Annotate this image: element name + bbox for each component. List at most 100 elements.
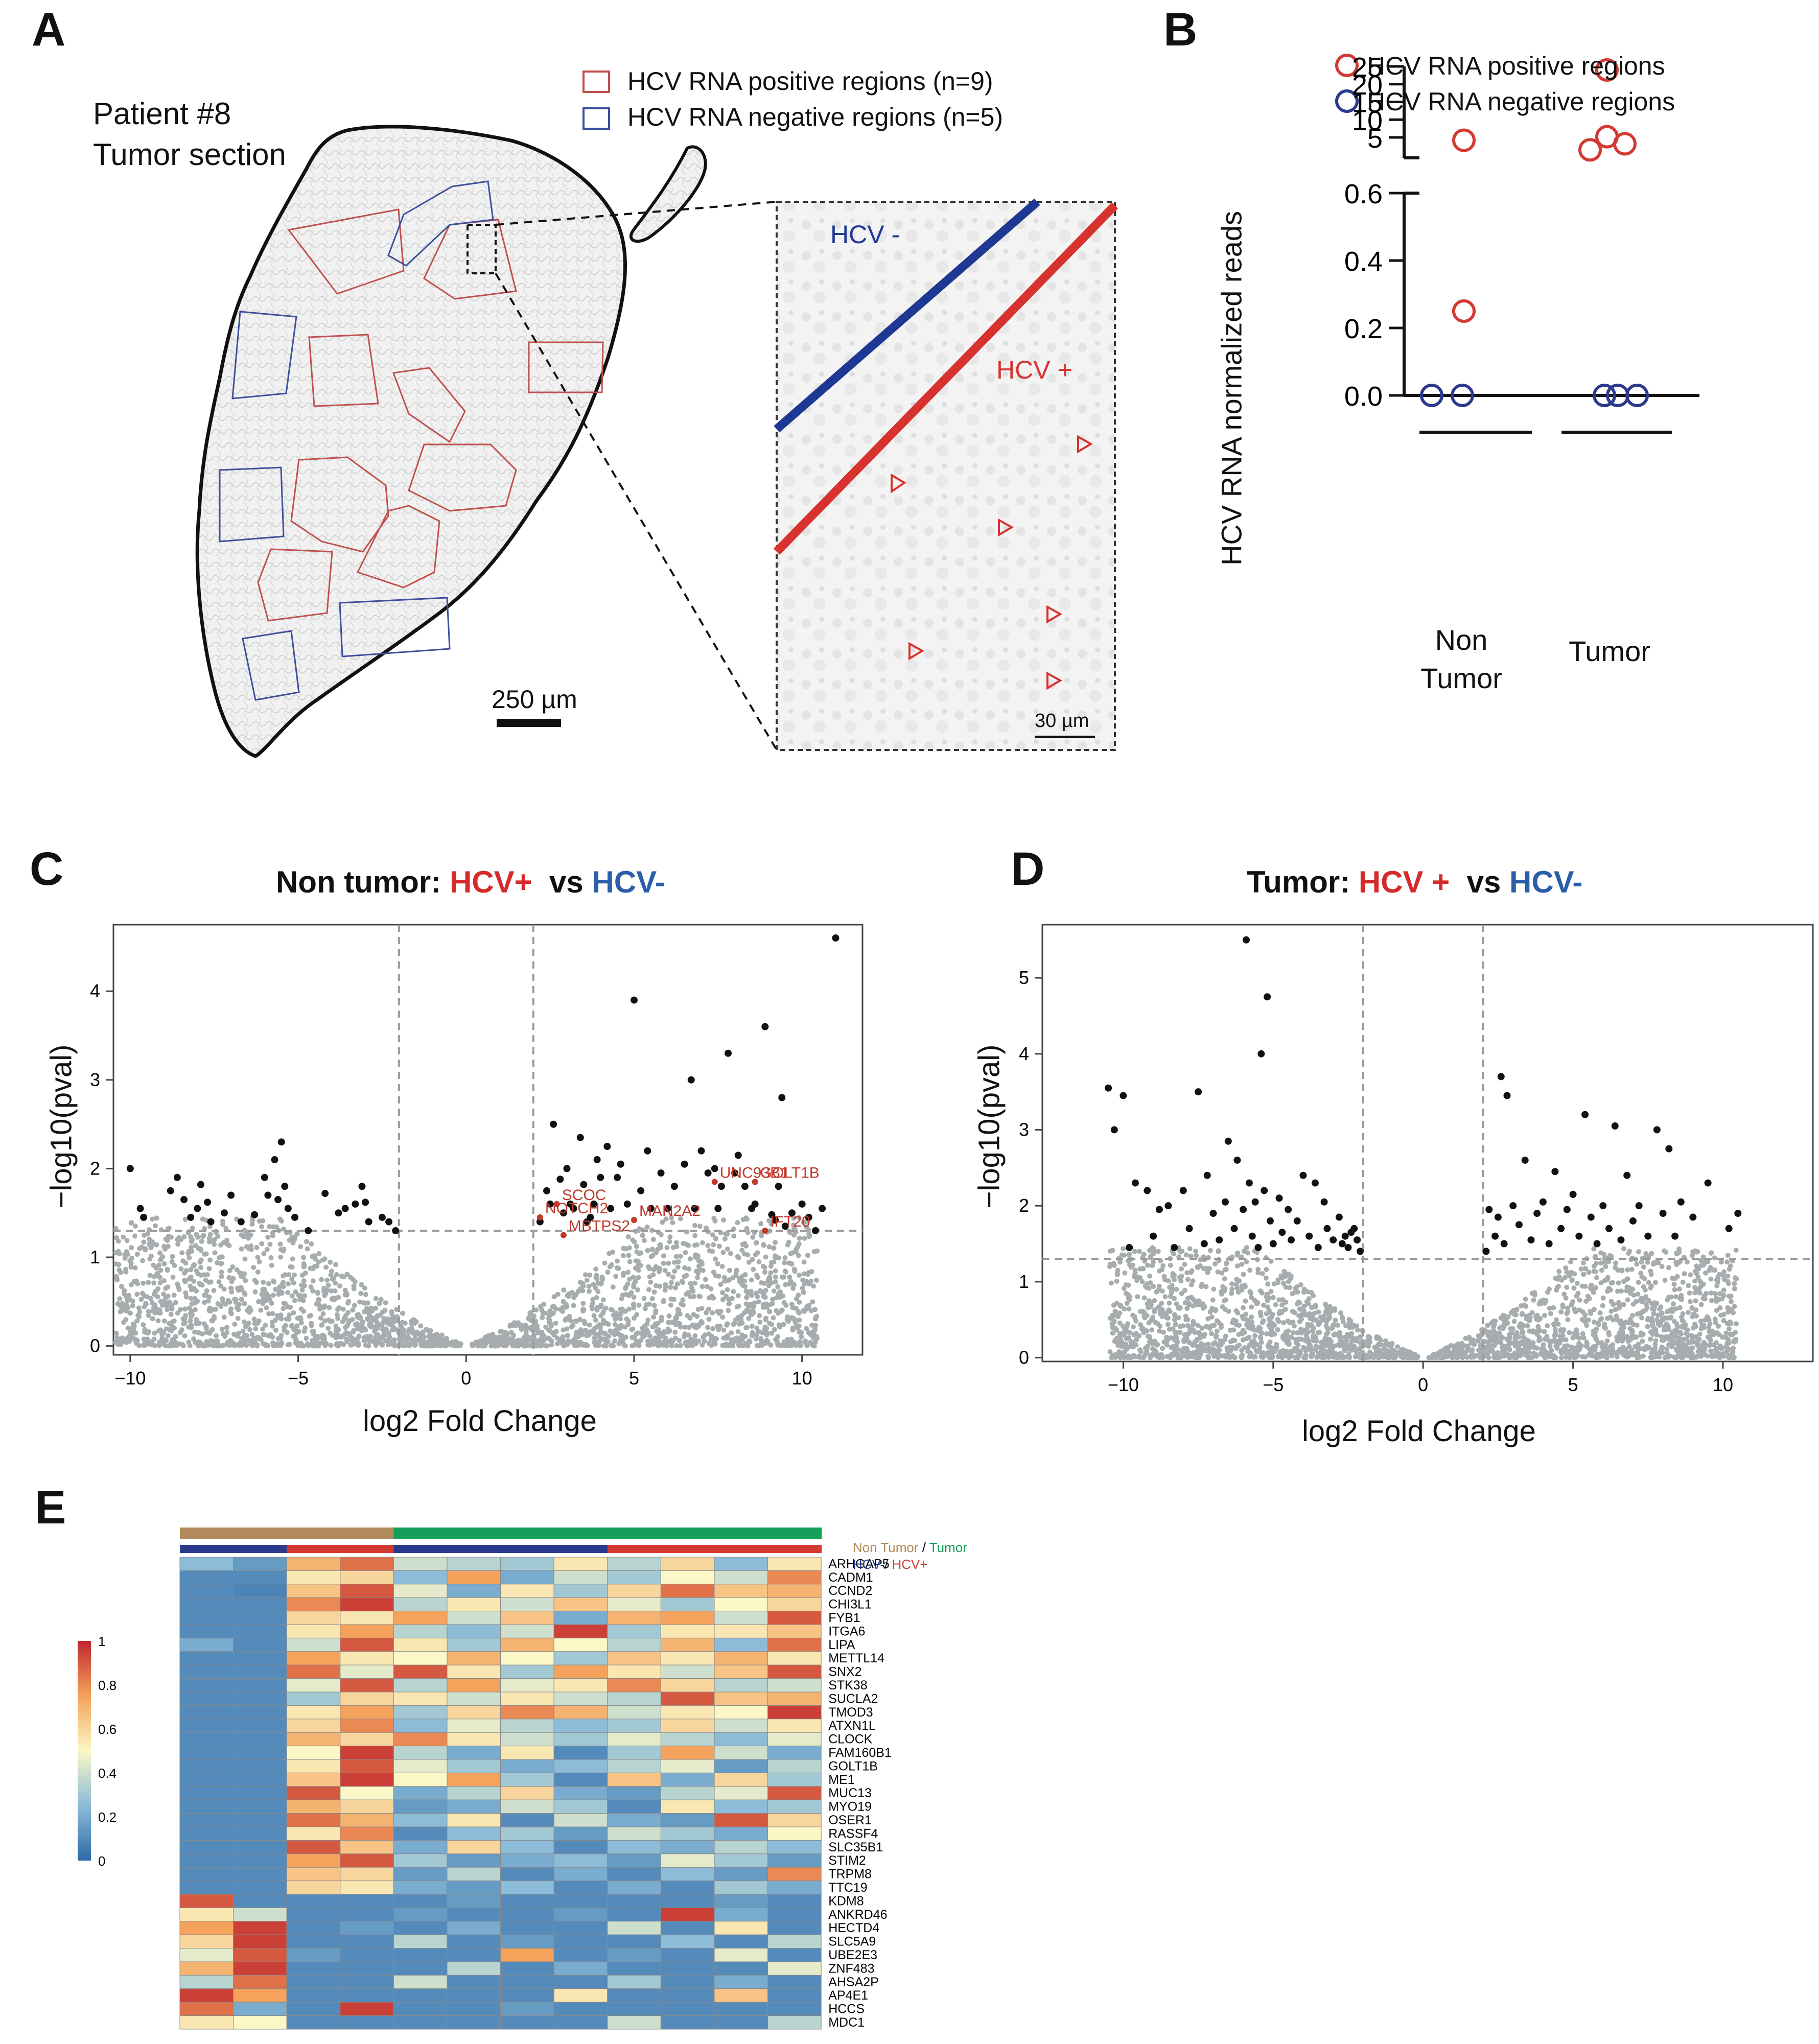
nonsignificant-point: [256, 1299, 262, 1304]
nonsignificant-point: [1714, 1283, 1720, 1288]
nonsignificant-point: [694, 1242, 700, 1248]
nonsignificant-point: [212, 1315, 217, 1321]
nonsignificant-point: [533, 1307, 539, 1313]
y-tick-label: 0.6: [1344, 179, 1383, 209]
nonsignificant-point: [1634, 1322, 1640, 1328]
nonsignificant-point: [1347, 1334, 1353, 1340]
nonsignificant-point: [1638, 1332, 1644, 1338]
nonsignificant-point: [1110, 1330, 1116, 1336]
significant-point: [556, 1176, 564, 1183]
nonsignificant-point: [362, 1309, 367, 1314]
nonsignificant-point: [743, 1243, 749, 1249]
nonsignificant-point: [615, 1258, 620, 1264]
nonsignificant-point: [286, 1272, 292, 1278]
nonsignificant-point: [1224, 1345, 1230, 1351]
nonsignificant-point: [1242, 1345, 1247, 1350]
nonsignificant-point: [1337, 1330, 1342, 1335]
nonsignificant-point: [512, 1323, 518, 1328]
nonsignificant-point: [1210, 1323, 1216, 1328]
inset-frame: [776, 201, 1116, 751]
nonsignificant-point: [1692, 1290, 1698, 1296]
nonsignificant-point: [649, 1296, 655, 1301]
significant-point: [194, 1205, 201, 1212]
nonsignificant-point: [551, 1294, 557, 1300]
data-point-negative: [1451, 384, 1474, 407]
nonsignificant-point: [753, 1290, 759, 1296]
nonsignificant-point: [745, 1290, 751, 1296]
nonsignificant-point: [1178, 1278, 1184, 1284]
nonsignificant-point: [1613, 1260, 1618, 1266]
nonsignificant-point: [1286, 1341, 1292, 1346]
nonsignificant-point: [574, 1329, 579, 1335]
nonsignificant-point: [540, 1315, 545, 1321]
nonsignificant-point: [305, 1246, 310, 1252]
nonsignificant-point: [1500, 1335, 1505, 1341]
nonsignificant-point: [1195, 1323, 1201, 1328]
nonsignificant-point: [1640, 1353, 1646, 1359]
nonsignificant-point: [1292, 1323, 1297, 1329]
nonsignificant-point: [688, 1294, 693, 1300]
nonsignificant-point: [684, 1229, 689, 1235]
nonsignificant-point: [754, 1343, 760, 1348]
significant-point: [281, 1183, 289, 1190]
nonsignificant-point: [1693, 1298, 1698, 1304]
nonsignificant-point: [578, 1327, 584, 1332]
nonsignificant-point: [317, 1341, 322, 1346]
significant-point: [798, 1200, 806, 1208]
nonsignificant-point: [605, 1322, 611, 1327]
title-d-part1: Tumor:: [1247, 865, 1359, 899]
nonsignificant-point: [1619, 1268, 1624, 1274]
nonsignificant-point: [631, 1281, 637, 1287]
legend-marker-positive: [1335, 54, 1359, 77]
nonsignificant-point: [1277, 1352, 1282, 1357]
nonsignificant-point: [668, 1296, 674, 1302]
nonsignificant-point: [1114, 1340, 1120, 1345]
nonsignificant-point: [782, 1255, 788, 1260]
nonsignificant-point: [247, 1338, 253, 1344]
nonsignificant-point: [1269, 1332, 1274, 1337]
nonsignificant-point: [621, 1246, 626, 1251]
nonsignificant-point: [131, 1325, 136, 1331]
nonsignificant-point: [1478, 1343, 1483, 1349]
nonsignificant-point: [141, 1280, 146, 1286]
panel-b: 25 20 15 10 5 0.6 0.4 0.2 0.0 HCV RNA positive r…: [1175, 41, 1819, 746]
nonsignificant-point: [125, 1252, 130, 1257]
nonsignificant-point: [1272, 1349, 1277, 1355]
nonsignificant-point: [623, 1334, 628, 1340]
nonsignificant-point: [763, 1287, 768, 1293]
nonsignificant-point: [380, 1309, 385, 1315]
nonsignificant-point: [1475, 1338, 1481, 1344]
nonsignificant-point: [321, 1288, 327, 1294]
nonsignificant-point: [1205, 1342, 1211, 1347]
nonsignificant-point: [1208, 1348, 1214, 1354]
nonsignificant-point: [1259, 1330, 1265, 1336]
nonsignificant-point: [1316, 1351, 1321, 1356]
nonsignificant-point: [182, 1316, 188, 1321]
positive-region: [528, 341, 604, 393]
tissue-section: [195, 125, 627, 758]
nonsignificant-point: [598, 1313, 604, 1319]
nonsignificant-point: [804, 1343, 810, 1348]
nonsignificant-point: [268, 1255, 274, 1260]
nonsignificant-point: [212, 1237, 217, 1242]
nonsignificant-point: [269, 1320, 275, 1325]
nonsignificant-point: [1574, 1281, 1580, 1286]
nonsignificant-point: [790, 1327, 796, 1333]
nonsignificant-point: [151, 1280, 157, 1286]
scale-bar-inset-label: 30 µm: [1035, 710, 1089, 732]
nonsignificant-point: [302, 1293, 308, 1299]
nonsignificant-point: [352, 1279, 358, 1284]
nonsignificant-point: [725, 1231, 730, 1237]
nonsignificant-point: [168, 1342, 174, 1348]
nonsignificant-point: [553, 1329, 559, 1334]
legend-label-negative-b: HCV RNA negative regions: [1367, 87, 1675, 116]
nonsignificant-point: [274, 1224, 279, 1230]
nonsignificant-point: [688, 1281, 693, 1286]
nonsignificant-point: [1229, 1281, 1234, 1287]
significant-point: [362, 1199, 369, 1206]
nonsignificant-point: [277, 1241, 283, 1247]
nonsignificant-point: [183, 1268, 189, 1274]
nonsignificant-point: [692, 1280, 698, 1286]
nonsignificant-point: [394, 1307, 400, 1312]
nonsignificant-point: [687, 1256, 693, 1262]
